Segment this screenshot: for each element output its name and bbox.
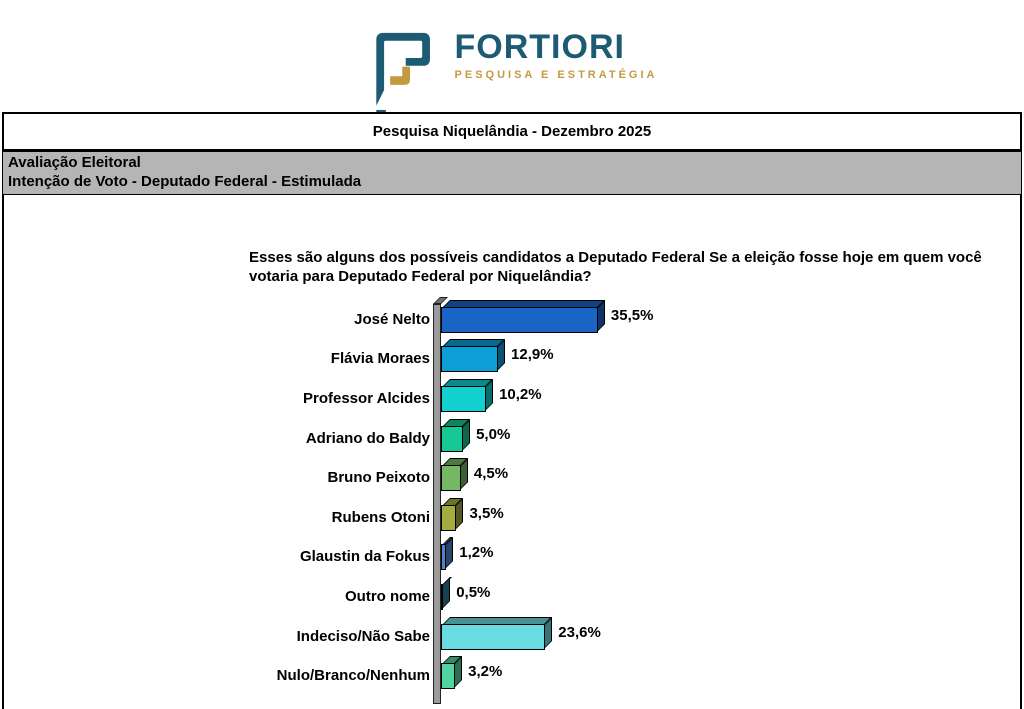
bar <box>441 656 463 690</box>
bar-row: Adriano do Baldy 5,0% <box>4 418 1020 452</box>
bar-value-label: 3,2% <box>468 663 503 681</box>
report-title-bar: Pesquisa Niquelândia - Dezembro 2025 <box>4 114 1020 151</box>
bar-row: Indeciso/Não Sabe 23,6% <box>4 616 1020 650</box>
bar-row: Outro nome 0,5% <box>4 577 1020 611</box>
speech-bubble-logo-icon <box>375 32 430 114</box>
bar-top-face <box>442 299 605 308</box>
brand-name: FORTIORI <box>454 28 625 66</box>
section-line-2: Intenção de Voto - Deputado Federal - Es… <box>8 172 362 190</box>
bar-side-face <box>455 497 464 530</box>
bar-row: Flávia Moraes 12,9% <box>4 339 1020 373</box>
bar-row: Professor Alcides 10,2% <box>4 379 1020 413</box>
bar-row: Nulo/Branco/Nenhum 3,2% <box>4 656 1020 690</box>
bar-category-label: Indeciso/Não Sabe <box>296 627 430 645</box>
bar-row: Glaustin da Fokus 1,2% <box>4 537 1020 571</box>
bar <box>441 616 553 650</box>
report-title: Pesquisa Niquelândia - Dezembro 2025 <box>372 123 652 140</box>
bar-category-label: Professor Alcides <box>303 390 430 408</box>
bar-side-face <box>445 537 454 570</box>
bar <box>441 299 605 333</box>
bar-value-label: 0,5% <box>456 584 491 602</box>
bar-value-label: 5,0% <box>476 425 511 443</box>
axis-wall <box>433 303 441 704</box>
bar-value-label: 4,5% <box>473 465 509 483</box>
report-frame: Pesquisa Niquelândia - Dezembro 2025 Ava… <box>2 112 1022 709</box>
bar-row: Bruno Peixoto 4,5% <box>4 458 1020 492</box>
bar-side-face <box>459 458 468 491</box>
bar-value-label: 3,5% <box>469 504 504 522</box>
bar <box>441 537 454 571</box>
bar-category-label: Flávia Moraes <box>330 350 430 368</box>
section-header-band: Avaliação Eleitoral Intenção de Voto - D… <box>2 151 1022 195</box>
fortiori-logo: FORTIORI PESQUISA E ESTRATÉGIA <box>367 26 658 116</box>
bar-row: José Nelto 35,5% <box>4 299 1020 333</box>
bar-chart: José Nelto 35,5% Flávia Moraes 12,9% Pro… <box>4 296 1020 704</box>
bar-side-face <box>485 379 494 412</box>
bar <box>441 458 468 492</box>
bar-value-label: 12,9% <box>511 346 554 364</box>
bar <box>441 497 464 531</box>
logo-text-block: FORTIORI PESQUISA E ESTRATÉGIA <box>455 26 658 81</box>
bar-category-label: Nulo/Branco/Nenhum <box>276 667 430 685</box>
bar-top-face <box>442 339 506 348</box>
bar-value-label: 35,5% <box>610 306 654 324</box>
bar <box>441 577 452 611</box>
bar <box>441 379 494 413</box>
bar-value-label: 23,6% <box>558 623 601 641</box>
bar-category-label: Glaustin da Fokus <box>299 548 430 566</box>
bar-category-label: José Nelto <box>354 310 430 328</box>
bar-category-label: Adriano do Baldy <box>305 429 430 447</box>
bar-value-label: 10,2% <box>499 386 542 404</box>
bar-category-label: Outro nome <box>345 588 430 606</box>
bar-side-face <box>497 339 506 372</box>
bar <box>441 418 471 452</box>
brand-tagline: PESQUISA E ESTRATÉGIA <box>454 69 658 81</box>
bar-value-label: 1,2% <box>459 544 494 562</box>
section-line-1: Avaliação Eleitoral <box>8 154 141 171</box>
bar-category-label: Bruno Peixoto <box>327 469 430 487</box>
bar-category-label: Rubens Otoni <box>331 508 430 526</box>
survey-question: Esses são alguns dos possíveis candidato… <box>249 248 982 285</box>
bar-side-face <box>454 656 463 689</box>
bar <box>441 339 506 373</box>
bar-side-face <box>442 577 451 610</box>
page-header: FORTIORI PESQUISA E ESTRATÉGIA <box>0 0 1024 114</box>
bar-top-face <box>442 616 553 625</box>
bar-row: Rubens Otoni 3,5% <box>4 497 1020 531</box>
